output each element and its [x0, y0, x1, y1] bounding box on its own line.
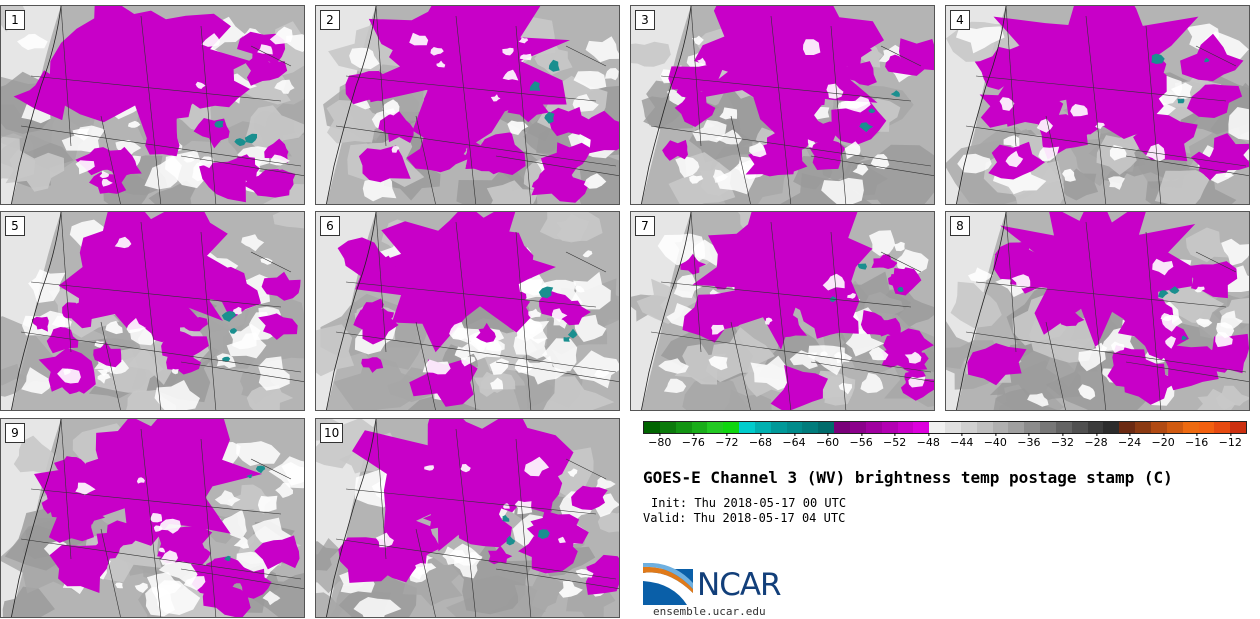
colorbar-tick-label: −72: [715, 433, 739, 449]
satellite-map: [316, 6, 619, 204]
postage-stamp-panel: 6: [315, 211, 620, 411]
figure-title: GOES-E Channel 3 (WV) brightness temp po…: [643, 468, 1173, 487]
colorbar-swatch: [691, 422, 708, 433]
colorbar-swatch: [1182, 422, 1199, 433]
colorbar-tick-label: −28: [1084, 433, 1108, 449]
satellite-map: [316, 212, 619, 410]
panel-number-label: 4: [950, 10, 970, 30]
colorbar-tick-label: −80: [648, 433, 672, 449]
colorbar-swatch: [1103, 422, 1120, 433]
valid-time: Valid: Thu 2018-05-17 04 UTC: [643, 511, 846, 525]
ncar-logo-icon: [643, 563, 693, 605]
satellite-map: [946, 6, 1249, 204]
colorbar-swatch: [945, 422, 961, 433]
colorbar: [643, 421, 1247, 434]
colorbar-tick-label: −64: [782, 433, 806, 449]
colorbar-swatch: [1071, 422, 1088, 433]
colorbar-tick-label: −48: [916, 433, 940, 449]
colorbar-tick-label: −56: [849, 433, 873, 449]
colorbar-tick-label: −52: [883, 433, 907, 449]
colorbar-swatch: [1198, 422, 1215, 433]
satellite-map: [1, 6, 304, 204]
init-time: Init: Thu 2018-05-17 00 UTC: [651, 496, 847, 510]
postage-stamp-panel: 4: [945, 5, 1250, 205]
colorbar-swatch: [659, 422, 676, 433]
colorbar-swatch: [913, 422, 930, 433]
colorbar-swatch: [1151, 422, 1167, 433]
postage-stamp-panel: 10: [315, 418, 620, 618]
site-url: ensemble.ucar.edu: [653, 605, 766, 618]
panel-number-label: 9: [5, 423, 25, 443]
colorbar-swatch: [1135, 422, 1151, 433]
postage-stamp-panel: 8: [945, 211, 1250, 411]
panel-number-label: 1: [5, 10, 25, 30]
colorbar-tick-label: −32: [1050, 433, 1075, 449]
panel-number-label: 5: [5, 216, 25, 236]
panel-number-label: 3: [635, 10, 655, 30]
satellite-map: [631, 212, 934, 410]
colorbar-swatch: [675, 422, 692, 433]
colorbar-swatch: [1230, 422, 1247, 433]
postage-stamp-panel: 1: [0, 5, 305, 205]
colorbar-swatch: [1119, 422, 1136, 433]
colorbar-tick-label: −40: [983, 433, 1007, 449]
colorbar-tick-label: −60: [815, 433, 840, 449]
colorbar-tick-label: −20: [1151, 433, 1175, 449]
panel-number-label: 10: [320, 423, 344, 443]
colorbar-swatch: [897, 422, 914, 433]
colorbar-swatch: [865, 422, 882, 433]
colorbar-swatch: [992, 422, 1009, 433]
colorbar-ticks: −80 −76 −72 −68 −64 −60 −56 −52 −48 −44 −40 −36 −32−…: [643, 433, 1247, 456]
colorbar-swatch: [707, 422, 724, 433]
colorbar-swatch: [1166, 422, 1183, 433]
postage-stamp-panel: 5: [0, 211, 305, 411]
colorbar-swatch: [723, 422, 740, 433]
colorbar-swatch: [849, 422, 866, 433]
colorbar-tick-label: −44: [950, 433, 974, 449]
satellite-map: [316, 419, 619, 617]
panel-number-label: 8: [950, 216, 970, 236]
colorbar-tick-label: −76: [681, 433, 705, 449]
colorbar-swatch: [1040, 422, 1056, 433]
satellite-map: [631, 6, 934, 204]
colorbar-swatch: [929, 422, 946, 433]
panel-number-label: 2: [320, 10, 340, 30]
panel-number-label: 7: [635, 216, 655, 236]
colorbar-tick-label: −24: [1117, 433, 1142, 449]
panel-number-label: 6: [320, 216, 340, 236]
satellite-map: [1, 419, 304, 617]
colorbar-swatch: [1087, 422, 1104, 433]
colorbar-swatch: [818, 422, 835, 433]
colorbar-swatch: [770, 422, 787, 433]
colorbar-swatch: [1008, 422, 1025, 433]
postage-stamp-panel: 2: [315, 5, 620, 205]
colorbar-tick-label: −36: [1017, 433, 1041, 449]
logo-wordmark: NCAR: [697, 567, 782, 603]
colorbar-swatch: [834, 422, 850, 433]
postage-stamp-panel: 3: [630, 5, 935, 205]
colorbar-swatch: [754, 422, 771, 433]
satellite-map: [1, 212, 304, 410]
colorbar-swatch: [1055, 422, 1072, 433]
colorbar-tick-label: −12: [1218, 433, 1242, 449]
colorbar-tick-label: −68: [748, 433, 773, 449]
colorbar-swatch: [786, 422, 803, 433]
satellite-map: [946, 212, 1249, 410]
colorbar-swatch: [976, 422, 993, 433]
colorbar-swatch: [881, 422, 898, 433]
colorbar-swatch: [802, 422, 819, 433]
colorbar-swatch: [739, 422, 755, 433]
colorbar-swatch: [1024, 422, 1041, 433]
postage-stamp-panel: 9: [0, 418, 305, 618]
colorbar-swatch: [1214, 422, 1231, 433]
colorbar-tick-label: −16: [1185, 433, 1209, 449]
postage-stamp-panel: 7: [630, 211, 935, 411]
colorbar-swatch: [960, 422, 977, 433]
colorbar-swatch: [644, 422, 660, 433]
